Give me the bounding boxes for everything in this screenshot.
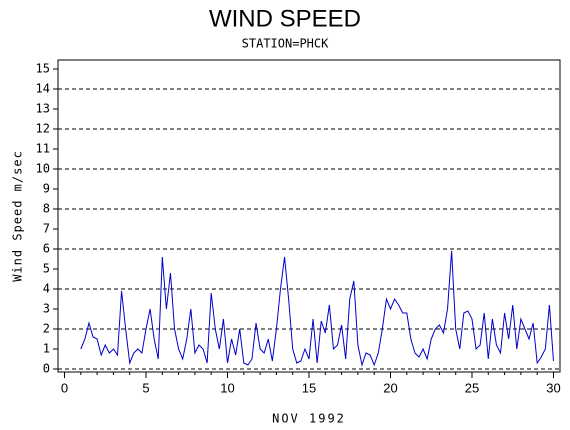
y-tick-label: 8	[43, 202, 50, 216]
x-tick-label: 5	[142, 380, 149, 395]
data-line	[80, 250, 554, 367]
plot-frame	[57, 59, 561, 373]
chart-subtitle: STATION=PHCK	[242, 37, 329, 51]
y-tick-label: 12	[36, 122, 50, 136]
y-tick-label: 14	[36, 82, 50, 96]
y-tick-label: 1	[43, 342, 50, 356]
x-tick-label: 25	[465, 380, 479, 395]
y-tick-label: 9	[43, 182, 50, 196]
y-tick-label: 4	[43, 282, 50, 296]
y-tick-label: 0	[43, 362, 50, 376]
x-tick-label: 10	[220, 380, 234, 395]
x-axis-title: NOV 1992	[272, 412, 346, 426]
x-tick-label: 15	[302, 380, 316, 395]
y-tick-label: 13	[36, 102, 50, 116]
y-axis-title: Wind Speed m/sec	[11, 150, 25, 282]
y-tick-label: 15	[36, 62, 50, 76]
y-tick-label: 2	[43, 322, 50, 336]
y-tick-label: 6	[43, 242, 50, 256]
x-tick-label: 30	[546, 380, 560, 395]
x-tick-label: 20	[383, 380, 397, 395]
y-tick-label: 5	[43, 262, 50, 276]
y-tick-label: 10	[36, 162, 50, 176]
y-tick-label: 11	[36, 142, 50, 156]
y-tick-label: 3	[43, 302, 50, 316]
chart-title: WIND SPEED	[209, 5, 361, 32]
y-tick-label: 7	[43, 222, 50, 236]
x-tick-label: 0	[61, 380, 68, 395]
